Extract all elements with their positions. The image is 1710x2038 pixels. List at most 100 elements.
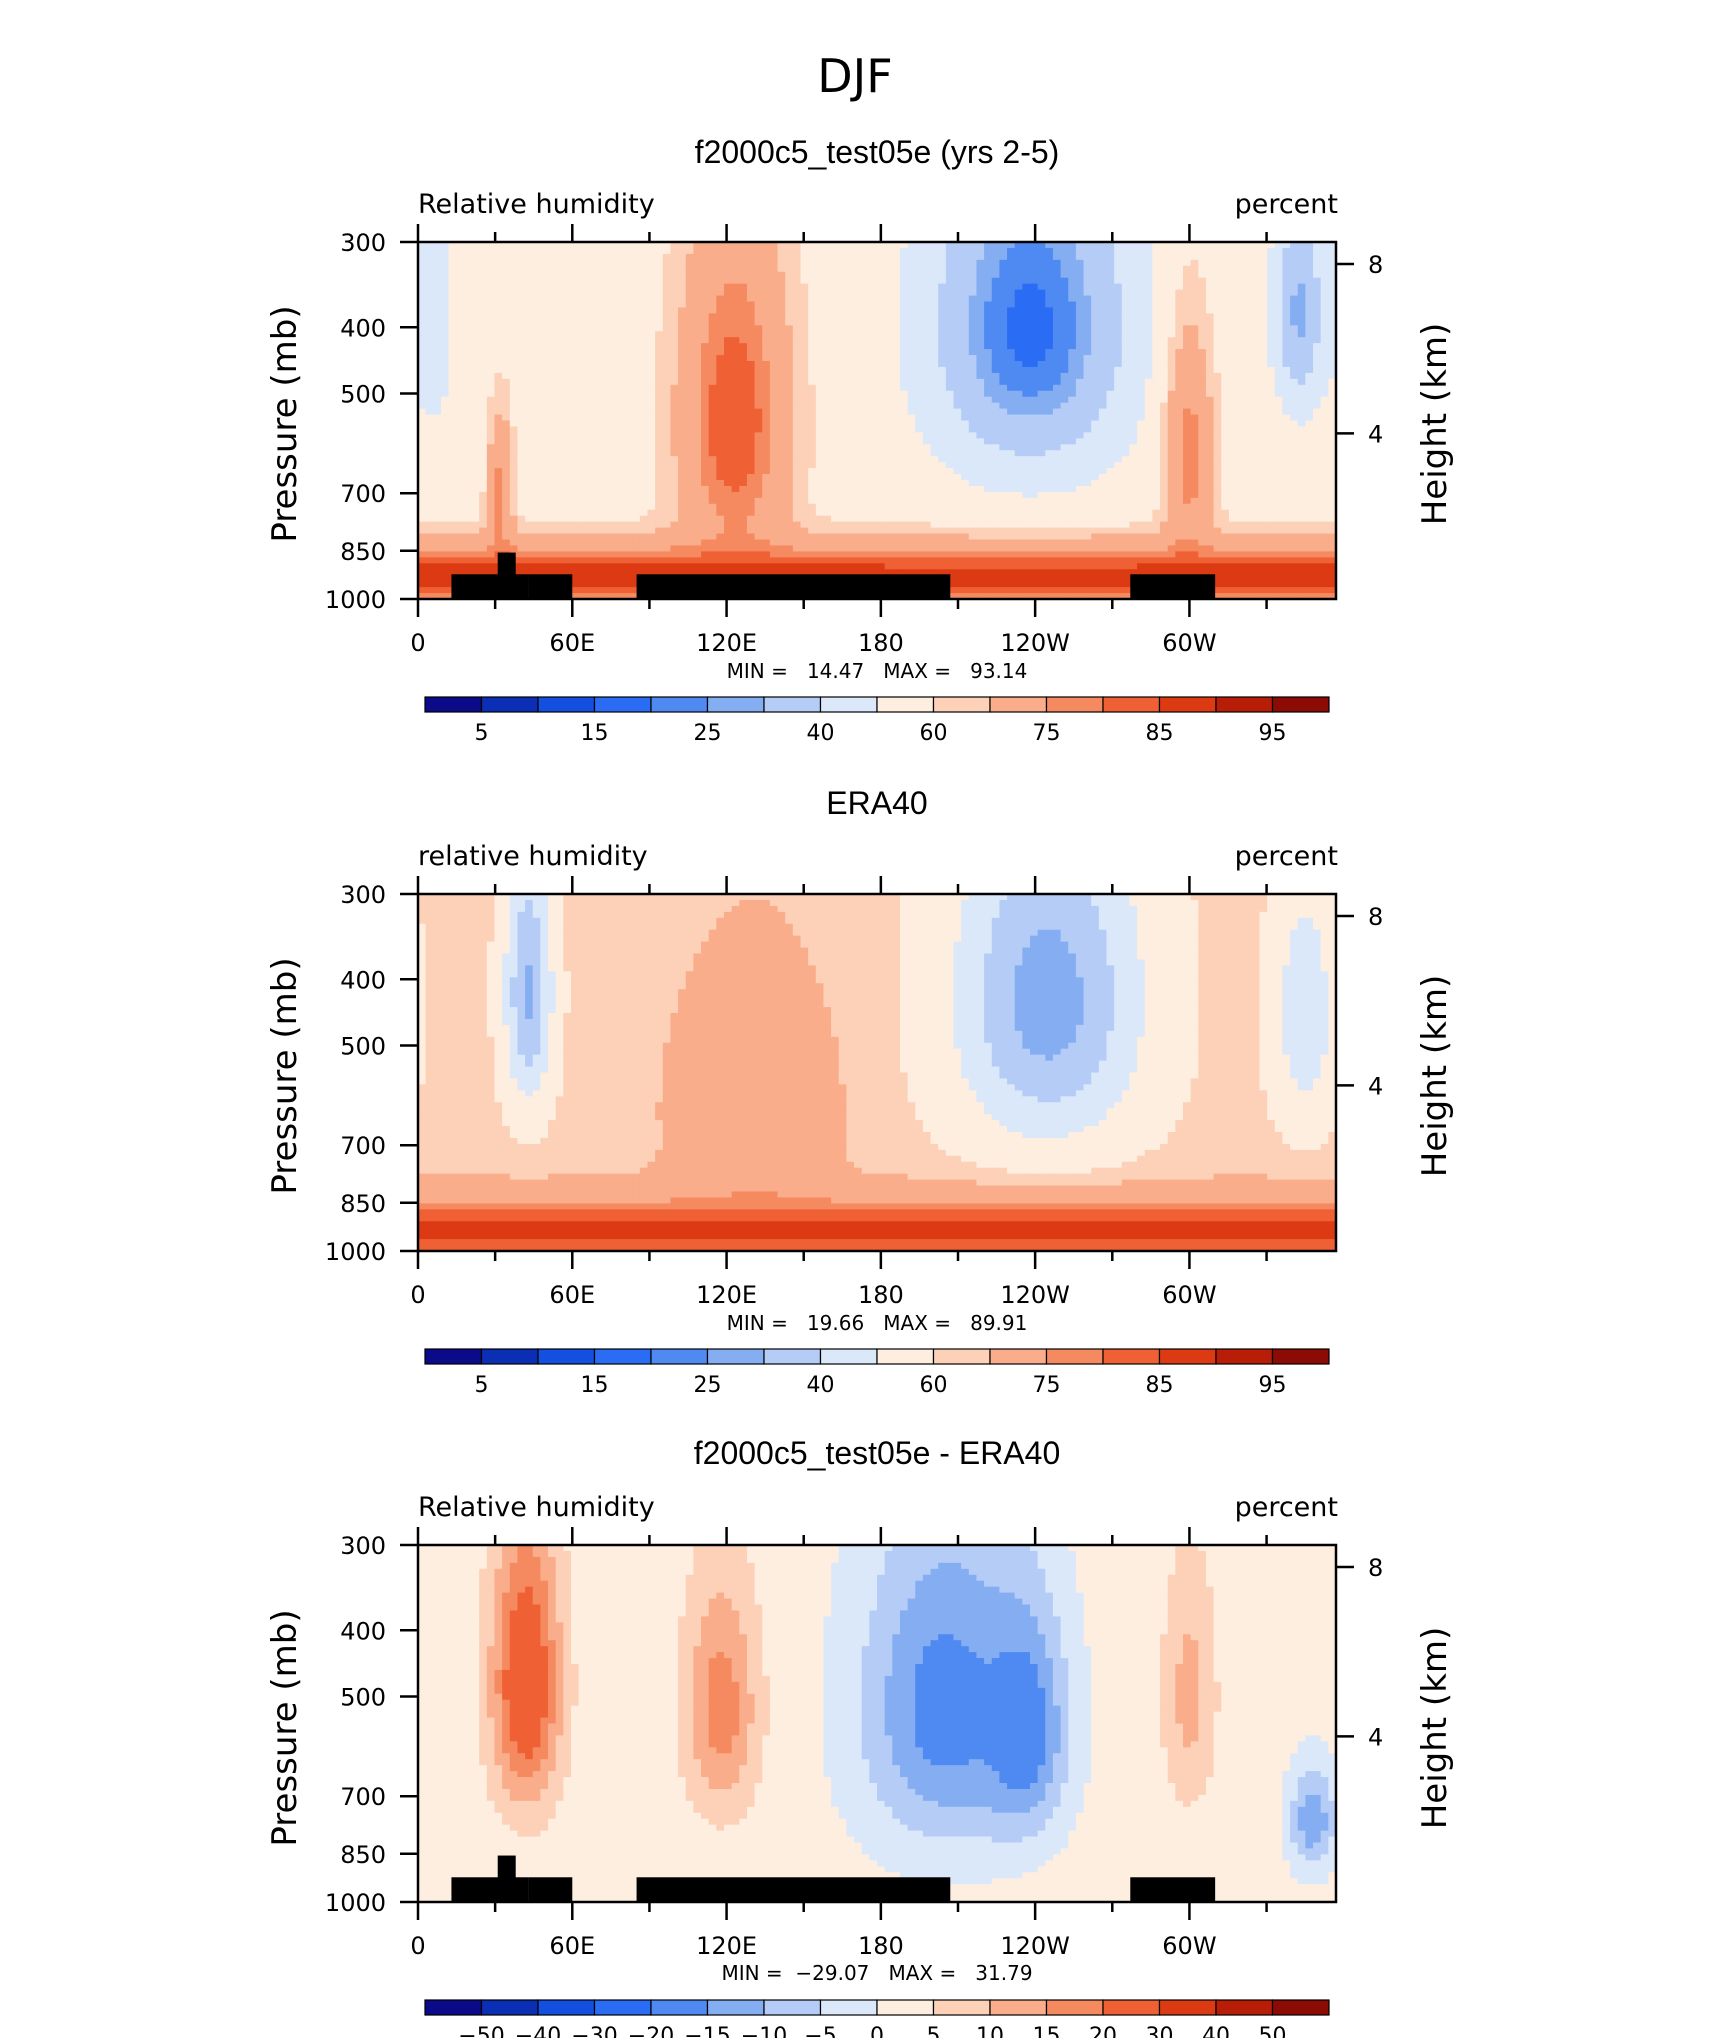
heatmap-cell: [1007, 378, 1016, 386]
heatmap-cell: [440, 444, 450, 451]
heatmap-cell: [754, 295, 763, 303]
heatmap-cell: [854, 450, 863, 457]
heatmap-cell: [777, 414, 786, 422]
heatmap-cell: [716, 432, 725, 439]
heatmap-cell: [563, 372, 572, 380]
heatmap-cell: [922, 271, 932, 279]
heatmap-cell: [1045, 307, 1054, 314]
heatmap-cell: [456, 515, 465, 523]
heatmap-cell: [578, 450, 587, 457]
heatmap-cell: [433, 349, 442, 356]
heatmap-cell: [509, 474, 519, 481]
heatmap-cell: [854, 480, 863, 487]
heatmap-cell: [578, 372, 587, 380]
heatmap-cell: [823, 432, 832, 439]
heatmap-cell: [616, 361, 626, 368]
heatmap-cell: [647, 259, 656, 267]
heatmap-cell: [953, 432, 962, 439]
heatmap-cell: [984, 462, 993, 469]
heatmap-cell: [823, 402, 832, 410]
heatmap-cell: [525, 361, 534, 368]
heatmap-cell: [884, 271, 893, 279]
heatmap-cell: [854, 355, 863, 362]
heatmap-cell: [624, 277, 633, 285]
heatmap-cell: [662, 390, 672, 398]
heatmap-cell: [769, 301, 779, 309]
heatmap-cell: [930, 432, 939, 439]
heatmap-cell: [892, 462, 901, 469]
heatmap-cell: [922, 295, 932, 303]
heatmap-cell: [425, 426, 434, 433]
y2-axis-label: Height (km): [1415, 323, 1455, 526]
heatmap-cell: [792, 319, 802, 326]
heatmap-cell: [907, 497, 916, 505]
heatmap-cell: [838, 349, 847, 356]
heatmap-cell: [899, 331, 909, 338]
heatmap-cell: [953, 509, 962, 517]
heatmap-cell: [571, 450, 580, 457]
heatmap-cell: [1030, 485, 1039, 493]
heatmap-cell: [486, 343, 496, 350]
heatmap-cell: [968, 557, 978, 564]
heatmap-cell: [678, 366, 687, 374]
heatmap-cell: [624, 551, 633, 558]
heatmap-cell: [792, 295, 802, 303]
heatmap-cell: [678, 462, 687, 469]
heatmap-cell: [708, 242, 717, 249]
heatmap-cell: [984, 444, 993, 451]
heatmap-cell: [846, 515, 855, 523]
heatmap-cell: [1037, 539, 1046, 547]
heatmap-cell: [463, 331, 473, 338]
heatmap-cell: [892, 438, 901, 445]
heatmap-cell: [639, 456, 649, 463]
heatmap-cell: [984, 468, 993, 475]
heatmap-cell: [1022, 438, 1031, 445]
heatmap-cell: [984, 480, 993, 487]
heatmap-cell: [785, 462, 794, 469]
heatmap-cell: [808, 271, 817, 279]
heatmap-cell: [479, 503, 488, 511]
heatmap-cell: [976, 331, 985, 338]
heatmap-cell: [899, 337, 909, 344]
heatmap-cell: [823, 509, 832, 517]
heatmap-cell: [662, 491, 672, 499]
heatmap-cell: [593, 390, 603, 398]
heatmap-cell: [731, 337, 740, 344]
heatmap-cell: [808, 378, 817, 386]
heatmap-cell: [754, 474, 763, 481]
heatmap-cell: [578, 474, 587, 481]
heatmap-cell: [861, 444, 870, 451]
heatmap-cell: [655, 450, 664, 457]
heatmap-cell: [739, 444, 748, 451]
heatmap-cell: [540, 468, 549, 475]
heatmap-cell: [762, 563, 771, 570]
heatmap-cell: [907, 503, 916, 511]
heatmap-cell: [854, 438, 863, 445]
heatmap-cell: [471, 444, 480, 451]
heatmap-cell: [1030, 259, 1039, 267]
heatmap-cell: [869, 271, 878, 279]
heatmap-cell: [471, 438, 480, 445]
heatmap-cell: [509, 390, 519, 398]
heatmap-cell: [701, 515, 710, 523]
heatmap-cell: [555, 349, 564, 356]
heatmap-cell: [609, 468, 618, 475]
heatmap-cell: [823, 450, 832, 457]
heatmap-cell: [685, 515, 694, 523]
heatmap-cell: [440, 319, 450, 326]
heatmap-cell: [754, 569, 763, 576]
heatmap-cell: [601, 331, 610, 338]
heatmap-cell: [899, 247, 909, 255]
heatmap-cell: [486, 497, 496, 505]
heatmap-cell: [418, 420, 427, 428]
heatmap-cell: [724, 319, 733, 326]
heatmap-cell: [785, 331, 794, 338]
heatmap-cell: [440, 408, 450, 416]
heatmap-cell: [632, 593, 641, 599]
heatmap-cell: [769, 515, 779, 523]
heatmap-cell: [716, 521, 725, 529]
heatmap-cell: [479, 247, 488, 255]
heatmap-cell: [869, 349, 878, 356]
heatmap-cell: [509, 283, 519, 291]
heatmap-cell: [861, 456, 870, 463]
